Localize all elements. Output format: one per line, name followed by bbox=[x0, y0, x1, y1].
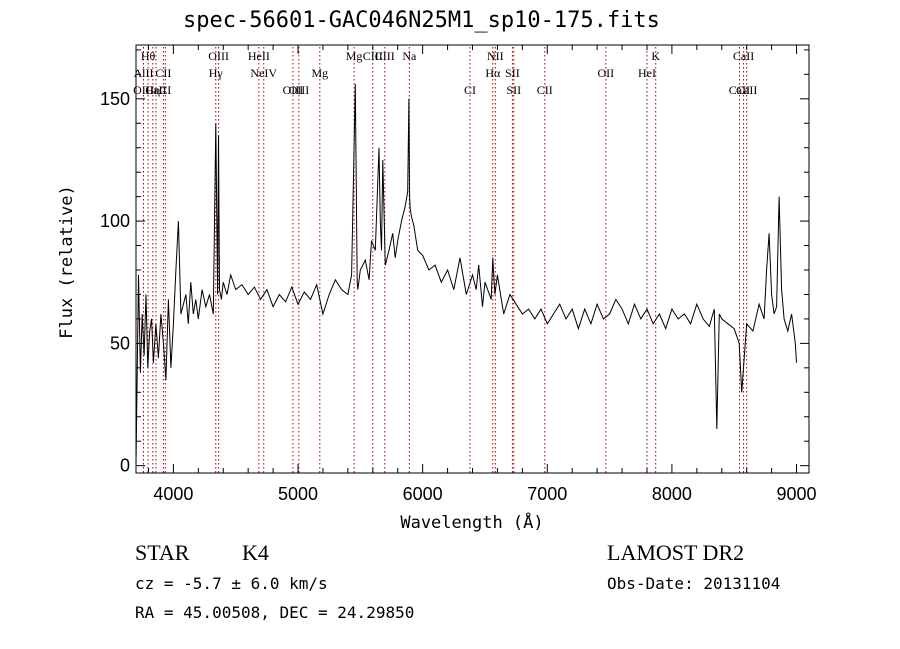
y-tick-label: 0 bbox=[120, 456, 130, 476]
x-tick-label: 9000 bbox=[777, 484, 817, 504]
line-marker-label: Hθ bbox=[141, 49, 156, 63]
subclass: K4 bbox=[242, 540, 269, 565]
line-marker-label: CI bbox=[464, 83, 476, 97]
line-marker-label: HeII bbox=[248, 49, 270, 63]
line-marker-label: HeI bbox=[638, 66, 656, 80]
line-marker-label: CaII bbox=[733, 49, 754, 63]
obs-date: Obs-Date: 20131104 bbox=[607, 574, 781, 593]
line-marker-label: Hα bbox=[485, 66, 501, 80]
line-marker-label: OII bbox=[598, 66, 615, 80]
line-marker-label: CIII bbox=[363, 49, 383, 63]
line-marker-label: OIII bbox=[289, 83, 310, 97]
line-marker-label: CaII bbox=[736, 83, 757, 97]
line-marker-label: SII bbox=[506, 83, 521, 97]
y-axis-label: Flux (relative) bbox=[57, 185, 77, 339]
line-marker-label: Hη bbox=[145, 83, 160, 97]
line-marker-labels: HθAlIIOIIIHηCaIICIICIOIIIHγHeIINeIVOIIIO… bbox=[133, 49, 757, 97]
line-marker-label: OIII bbox=[283, 83, 304, 97]
x-tick-label: 6000 bbox=[403, 484, 443, 504]
line-marker-label: CaII bbox=[729, 83, 750, 97]
line-marker-label: NeIV bbox=[250, 66, 277, 80]
spectrum-line bbox=[135, 84, 797, 466]
line-marker-label: CIII bbox=[375, 49, 395, 63]
line-marker-label: SII bbox=[505, 66, 520, 80]
line-marker-label: Mg bbox=[346, 49, 363, 63]
y-tick-label: 50 bbox=[110, 333, 130, 353]
x-tick-label: 7000 bbox=[527, 484, 567, 504]
line-marker-label: CII bbox=[537, 83, 553, 97]
line-marker-label: CII bbox=[155, 66, 171, 80]
line-marker-label: OIII bbox=[208, 49, 229, 63]
line-marker-label: Na bbox=[402, 49, 417, 63]
x-ticks: 4000 5000 6000 7000 8000 9000 bbox=[147, 45, 817, 504]
x-tick-label: 4000 bbox=[153, 484, 193, 504]
object-class: STAR bbox=[135, 540, 190, 565]
line-marker-label: NII bbox=[487, 49, 504, 63]
x-tick-label: 8000 bbox=[652, 484, 692, 504]
y-tick-label: 100 bbox=[100, 211, 130, 231]
line-marker-label: CaII bbox=[145, 83, 166, 97]
line-marker-label: OIII bbox=[133, 83, 154, 97]
survey-name: LAMOST DR2 bbox=[607, 540, 745, 565]
line-marker-label: Hγ bbox=[209, 66, 224, 80]
line-marker-label: AlII bbox=[133, 66, 153, 80]
x-axis-label: Wavelength (Å) bbox=[400, 511, 543, 533]
redshift-cz: cz = -5.7 ± 6.0 km/s bbox=[135, 574, 328, 593]
plot-frame bbox=[135, 44, 810, 474]
line-marker-label: Mg bbox=[311, 66, 328, 80]
ra-dec: RA = 45.00508, DEC = 24.29850 bbox=[135, 603, 415, 622]
y-tick-label: 150 bbox=[100, 89, 130, 109]
line-marker-label: K bbox=[651, 49, 660, 63]
chart-title: spec-56601-GAC046N25M1_sp10-175.fits bbox=[183, 8, 660, 33]
line-markers bbox=[142, 47, 748, 473]
y-ticks: 0 50 100 150 bbox=[100, 49, 809, 476]
x-tick-label: 5000 bbox=[278, 484, 318, 504]
line-marker-label: CI bbox=[159, 83, 171, 97]
